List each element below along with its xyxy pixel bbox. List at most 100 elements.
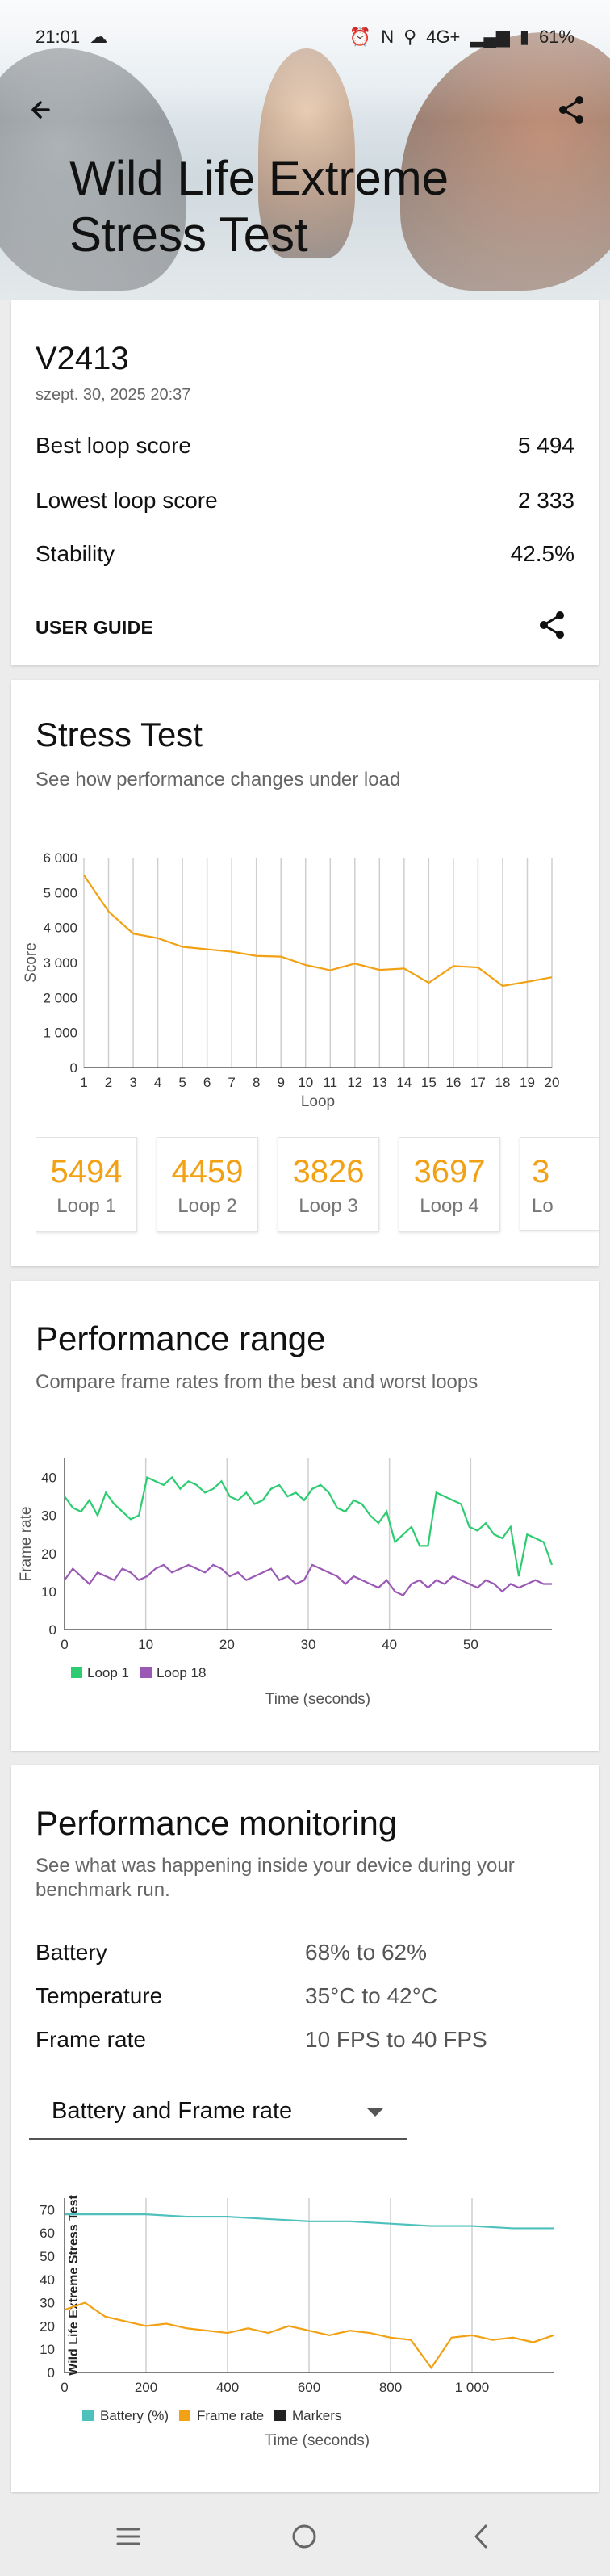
y-tick-label: 2 000 — [43, 990, 77, 1005]
share-icon[interactable] — [534, 607, 570, 643]
x-tick-label: 400 — [216, 2380, 239, 2395]
legend-label: Battery (%) — [100, 2408, 169, 2423]
cloud-icon: ☁ — [90, 27, 108, 47]
frame-rate-series-line — [64, 1563, 552, 1596]
x-tick-label: 20 — [219, 1637, 235, 1652]
recent-apps-icon[interactable] — [108, 2516, 148, 2557]
x-tick-label: 16 — [445, 1075, 461, 1090]
loop-card[interactable]: 3826 Loop 3 — [278, 1137, 379, 1232]
x-tick-label: 50 — [463, 1637, 478, 1652]
x-tick-label: 10 — [298, 1075, 313, 1090]
y-tick-label: 70 — [40, 2202, 55, 2217]
frame-rate-series-line — [64, 1475, 554, 1577]
lowest-loop-row: Lowest loop score 2 333 — [36, 488, 574, 513]
y-tick-label: 10 — [40, 2342, 55, 2357]
battery-value: 68% to 62% — [305, 1940, 427, 1965]
stress-test-card: Stress Test See how performance changes … — [11, 680, 599, 1266]
y-tick-label: 20 — [41, 1546, 56, 1562]
share-icon[interactable] — [554, 92, 589, 128]
x-tick-label: 12 — [347, 1075, 362, 1090]
x-tick-label: 800 — [379, 2380, 402, 2395]
x-tick-label: 0 — [61, 1637, 68, 1652]
back-arrow-icon[interactable] — [24, 92, 60, 128]
chart-type-dropdown[interactable]: Battery and Frame rate — [29, 2087, 407, 2140]
x-tick-label: 8 — [253, 1075, 260, 1090]
y-axis-label: Frame rate — [18, 1507, 35, 1582]
test-date: szept. 30, 2025 20:37 — [36, 386, 191, 404]
y-tick-label: 0 — [48, 2365, 55, 2381]
y-tick-label: 0 — [49, 1622, 56, 1638]
back-nav-icon[interactable] — [462, 2516, 502, 2557]
x-tick-label: 18 — [495, 1075, 510, 1090]
loop-card[interactable]: 5494 Loop 1 — [36, 1137, 137, 1232]
x-tick-label: 19 — [520, 1075, 535, 1090]
y-tick-label: 30 — [41, 1508, 56, 1524]
user-guide-link[interactable]: USER GUIDE — [36, 617, 154, 638]
x-axis-label: Time (seconds) — [265, 2432, 370, 2449]
summary-card: V2413 szept. 30, 2025 20:37 Best loop sc… — [11, 300, 599, 665]
performance-monitoring-card: Performance monitoring See what was happ… — [11, 1765, 599, 2492]
x-tick-label: 6 — [203, 1075, 211, 1090]
status-bar: 21:01 ☁ ⏰ N ⚲ 4G+ ▂▄▆ ▮ 61% — [0, 0, 610, 74]
legend-swatch — [71, 1667, 82, 1678]
dropdown-arrow-icon — [366, 2108, 384, 2117]
frame-rate-value: 10 FPS to 40 FPS — [305, 2027, 487, 2052]
wifi-calling-icon: ⚲ — [403, 27, 417, 47]
loop-card[interactable]: 3 Lo — [520, 1137, 599, 1231]
x-tick-label: 10 — [138, 1637, 153, 1652]
stability-row: Stability 42.5% — [36, 541, 574, 566]
x-tick-label: 3 — [129, 1075, 136, 1090]
loop-card[interactable]: 3697 Loop 4 — [399, 1137, 500, 1232]
device-name: V2413 — [36, 341, 129, 376]
x-axis-label: Loop — [301, 1093, 335, 1110]
y-tick-label: 40 — [40, 2272, 55, 2288]
section-subtitle: See how performance changes under load — [36, 769, 401, 791]
home-icon[interactable] — [284, 2516, 324, 2557]
battery-label: Battery — [36, 1940, 107, 1965]
y-tick-label: 0 — [70, 1060, 77, 1076]
x-tick-label: 14 — [396, 1075, 412, 1090]
x-axis-label: Time (seconds) — [265, 1691, 370, 1708]
y-tick-label: 60 — [40, 2226, 55, 2241]
x-tick-label: 17 — [470, 1075, 486, 1090]
score-series-line — [83, 875, 553, 988]
performance-range-chart: 0 10 20 30 40 50 0 10 20 30 40 Frame rate Loop 1 Loop… — [18, 1458, 554, 1708]
y-tick-label: 5 000 — [43, 885, 77, 900]
nfc-icon: N — [381, 27, 395, 47]
legend-swatch — [179, 2410, 190, 2421]
x-tick-label: 600 — [298, 2380, 320, 2395]
y-tick-label: 30 — [40, 2296, 55, 2311]
x-tick-label: 15 — [421, 1075, 437, 1090]
legend-label: Loop 1 — [87, 1665, 129, 1680]
x-tick-label: 30 — [301, 1637, 316, 1652]
y-tick-label: 3 000 — [43, 955, 77, 971]
battery-icon: ▮ — [519, 27, 529, 47]
y-tick-label: 6 000 — [43, 850, 77, 866]
x-tick-label: 9 — [277, 1075, 284, 1090]
loop-score-list[interactable]: 5494 Loop 1 4459 Loop 2 3826 Loop 3 3697… — [36, 1137, 599, 1244]
x-tick-label: 13 — [372, 1075, 387, 1090]
monitoring-series-line — [65, 2213, 554, 2230]
hero-banner: Wild Life Extreme Stress Test — [0, 0, 610, 300]
performance-range-card: Performance range Compare frame rates fr… — [11, 1281, 599, 1751]
y-tick-label: 20 — [40, 2318, 55, 2334]
network-type: 4G+ — [426, 27, 461, 47]
legend-swatch — [274, 2410, 286, 2421]
x-tick-label: 11 — [323, 1075, 337, 1090]
section-title: Performance monitoring — [36, 1804, 398, 1842]
y-tick-label: 4 000 — [43, 921, 77, 936]
y-tick-label: 40 — [41, 1471, 56, 1486]
x-tick-label: 0 — [61, 2380, 68, 2395]
x-tick-label: 2 — [105, 1075, 112, 1090]
dropdown-selected-value: Battery and Frame rate — [52, 2098, 293, 2124]
loop-card[interactable]: 4459 Loop 2 — [157, 1137, 258, 1232]
section-title: Stress Test — [36, 715, 203, 753]
system-nav-bar — [0, 2495, 610, 2576]
clock: 21:01 — [36, 27, 81, 47]
signal-icon: ▂▄▆ — [470, 27, 510, 47]
y-tick-label: 1 000 — [43, 1026, 77, 1041]
x-tick-label: 4 — [154, 1075, 161, 1090]
temperature-value: 35°C to 42°C — [305, 1983, 438, 2008]
x-tick-label: 1 000 — [455, 2380, 490, 2395]
